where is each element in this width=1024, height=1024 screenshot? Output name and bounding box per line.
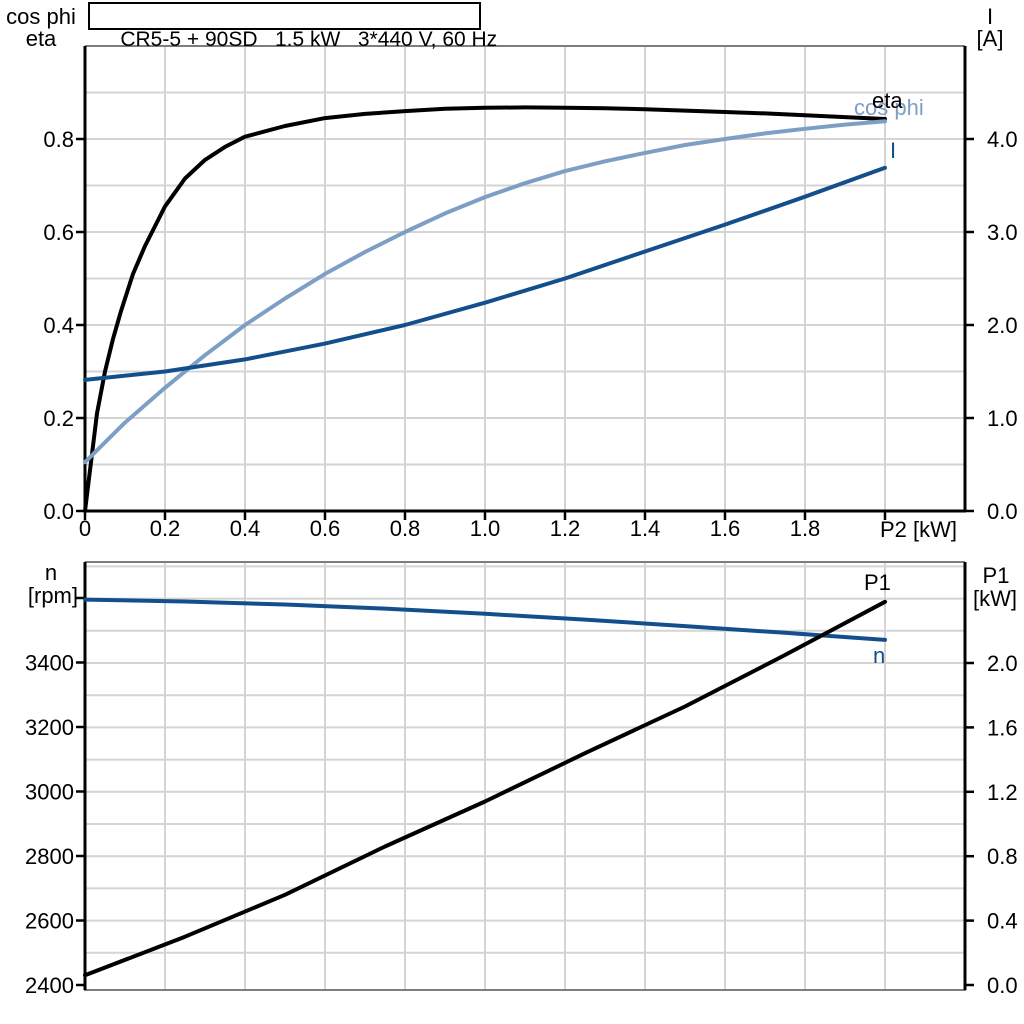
x-tick-label: 0.6 [310,516,341,541]
chart-title-box: CR5-5 + 90SD 1.5 kW 3*440 V, 60 Hz [88,2,497,51]
top-right-axis-title-line2: [A] [976,26,1004,51]
left-tick-label: 3200 [25,715,74,740]
current-curve-label: I [890,138,897,163]
cos-phi-curve-label: cos phi [854,95,924,120]
series-curve-eta [83,105,887,513]
top-left-axis-title-line2: eta [25,26,57,51]
x-tick-label: 1.4 [630,516,661,541]
bottom-left-axis-title-line1: n [44,560,58,585]
bottom-right-axis-title-line2: [kW] [973,586,1017,611]
right-tick-label: 2.0 [987,313,1018,338]
right-tick-label: 0.4 [987,909,1018,934]
left-tick-label: 0.6 [43,220,74,245]
chart-title: CR5-5 + 90SD 1.5 kW 3*440 V, 60 Hz [120,28,498,51]
series-curve-current [83,165,887,382]
x-tick-label: 0.8 [390,516,421,541]
x-axis-label: P2 [kW] [880,517,958,542]
left-tick-label: 3400 [25,651,74,676]
x-tick-label: 0.4 [230,516,261,541]
series-curve-input-power [83,599,887,978]
left-tick-label: 0.2 [43,406,74,431]
right-tick-label: 3.0 [987,220,1018,245]
right-tick-label: 0.8 [987,844,1018,869]
right-tick-label: 2.0 [987,651,1018,676]
left-tick-label: 2400 [25,973,74,998]
top-left-axis-title-line1: cos phi [6,4,76,29]
right-tick-label: 1.6 [987,715,1018,740]
eta-curve-label: eta [872,88,903,113]
x-tick-label: 1.2 [550,516,581,541]
bottom-right-axis-title-line1: P1 [982,563,1010,588]
right-tick-label: 1.2 [987,780,1018,805]
x-tick-label: 0.2 [150,516,181,541]
left-tick-label: 0.8 [43,127,74,152]
right-tick-label: 4.0 [987,127,1018,152]
left-tick-label: 0.4 [43,313,74,338]
x-tick-label: 0 [79,516,91,541]
right-tick-label: 0.0 [987,973,1018,998]
n-curve-label: n [873,643,886,668]
left-tick-label: 0.0 [43,499,74,524]
left-tick-label: 2600 [25,909,74,934]
x-tick-label: 1.6 [710,516,741,541]
series-curve-speed [83,597,887,642]
right-tick-label: 0.0 [987,499,1018,524]
right-tick-label: 1.0 [987,406,1018,431]
bottom-left-axis-title-line2: [rpm] [27,583,78,608]
p1-curve-label: P1 [864,570,891,595]
x-tick-label: 1.8 [790,516,821,541]
top-right-axis-title-line1: I [986,4,994,29]
x-tick-label: 1.0 [470,516,501,541]
series-curve-cos-phi [83,119,887,465]
left-tick-label: 3000 [25,780,74,805]
left-tick-label: 2800 [25,844,74,869]
